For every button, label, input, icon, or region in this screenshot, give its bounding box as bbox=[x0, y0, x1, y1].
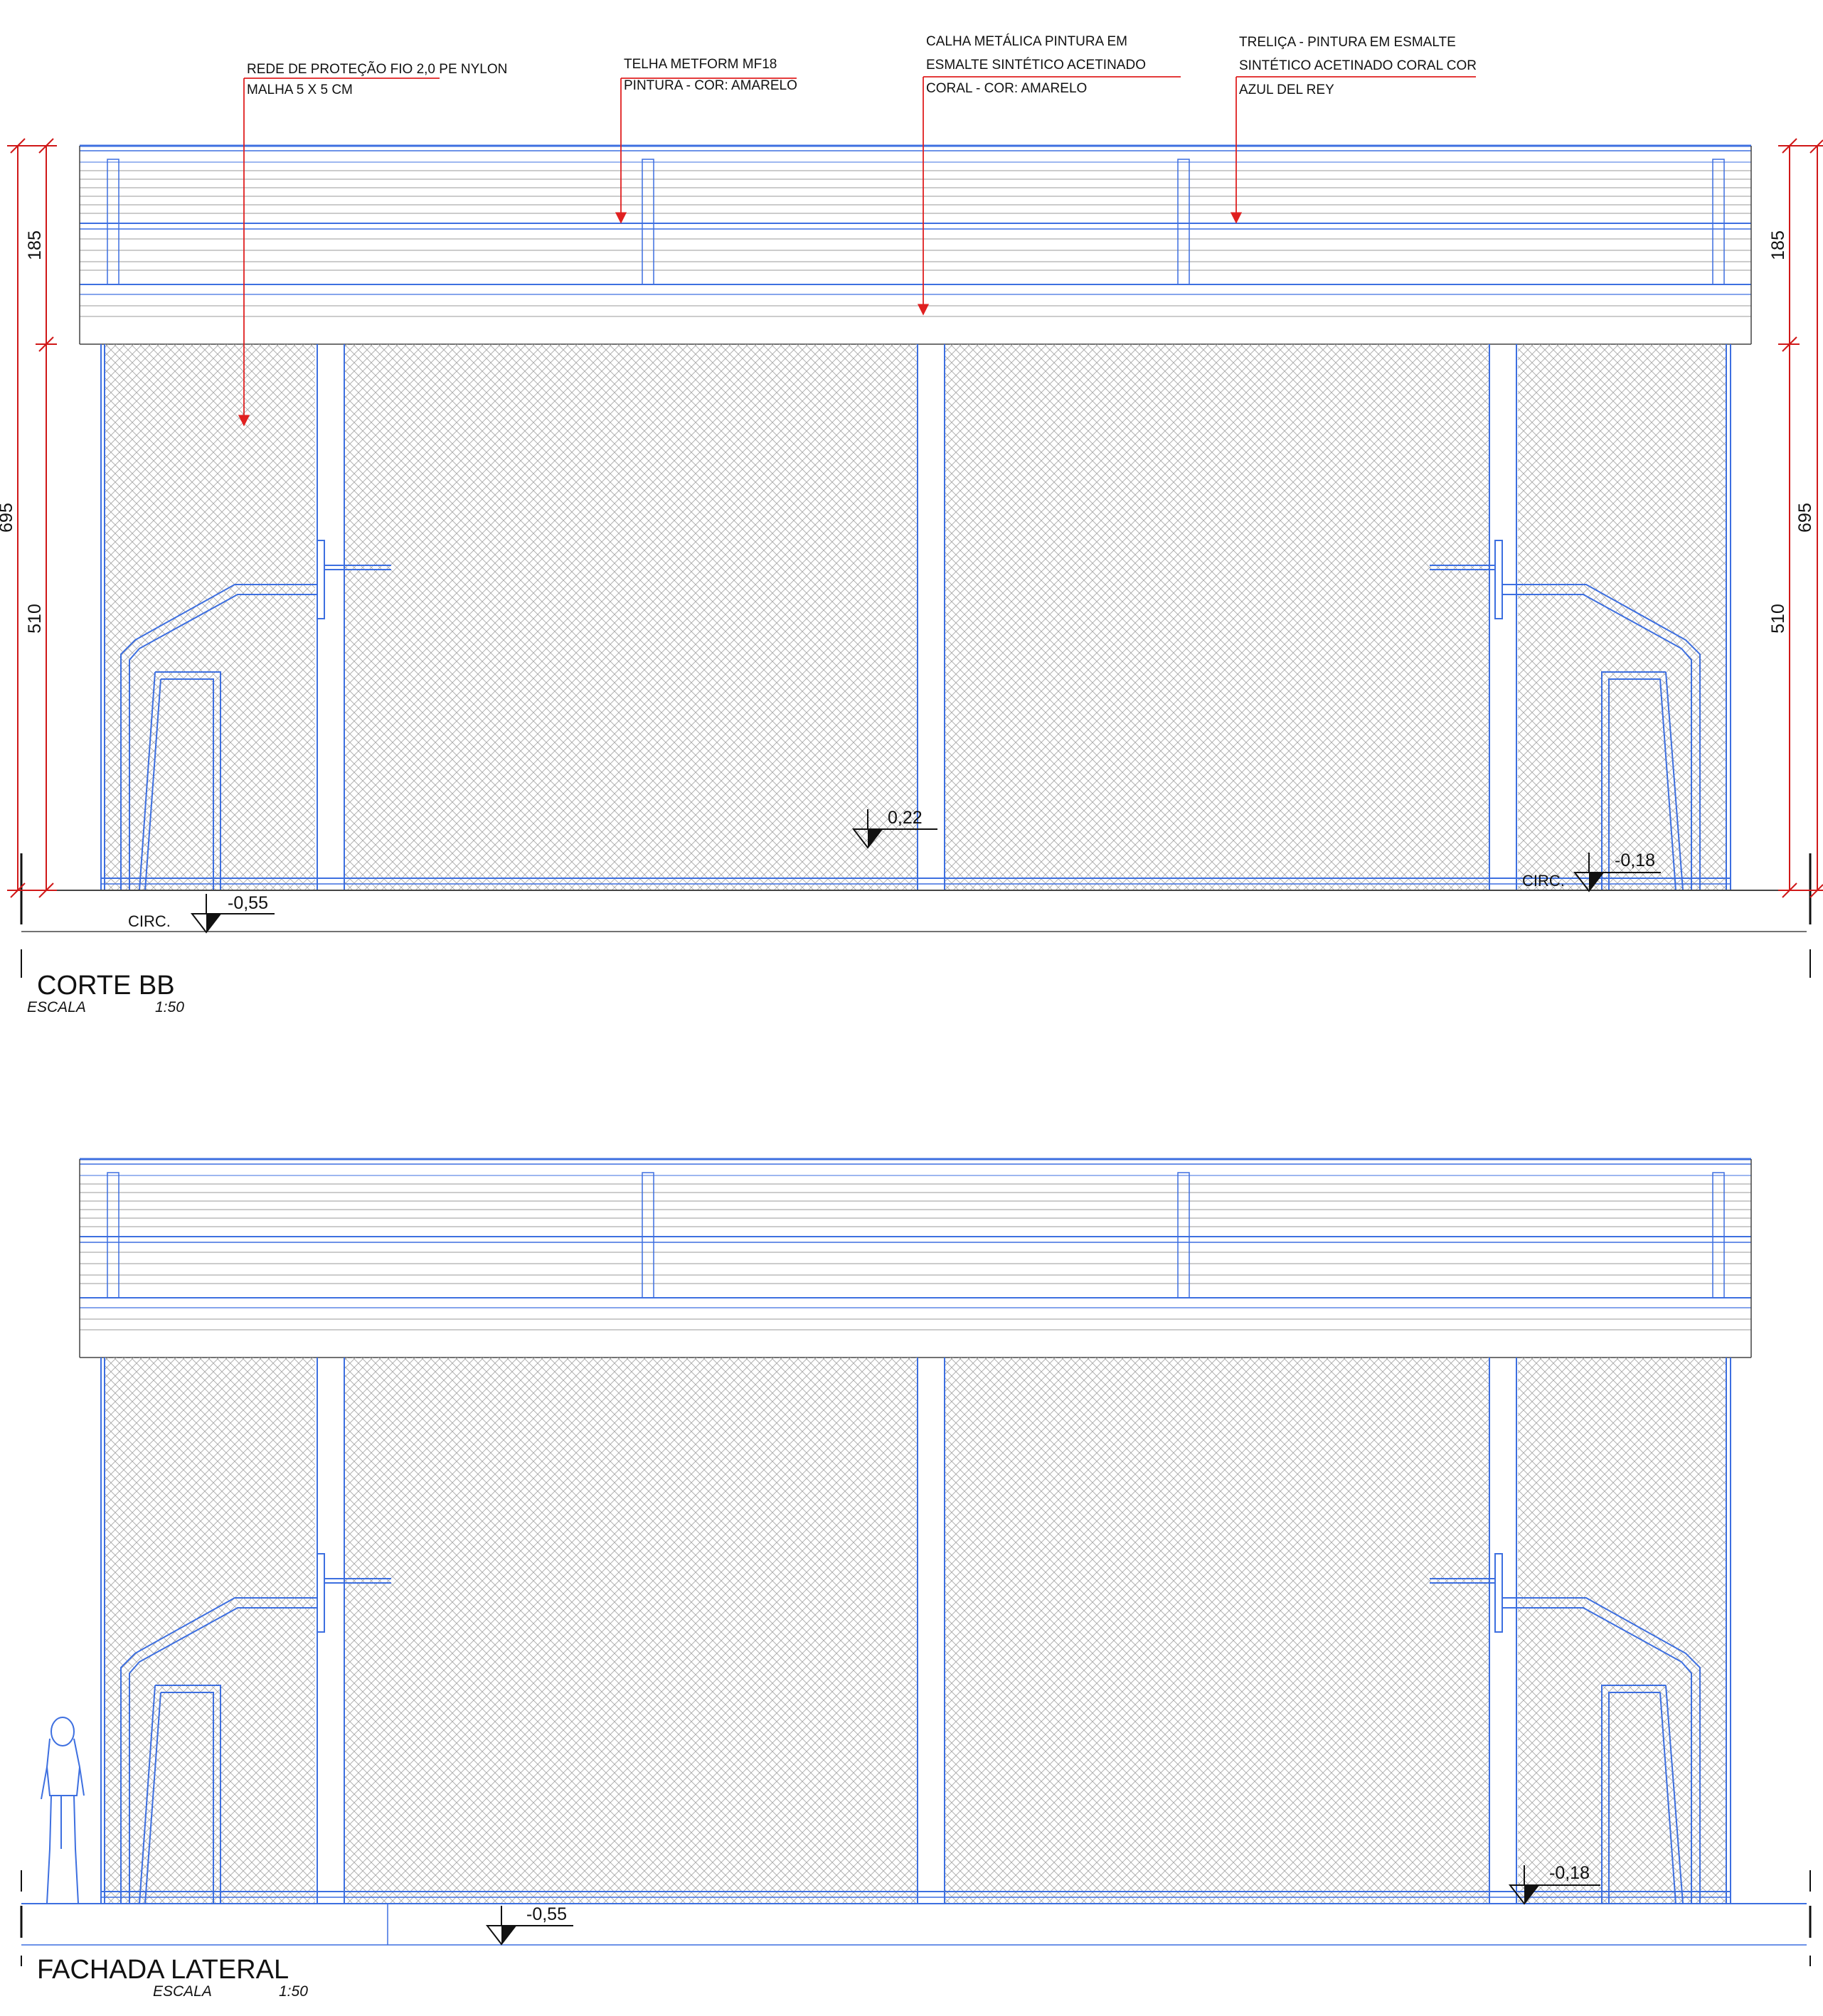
basketball-goal-left bbox=[120, 540, 391, 891]
level-marker-elev-right bbox=[1509, 1865, 1600, 1904]
note-trelica-1: TRELIÇA - PINTURA EM ESMALTE bbox=[1239, 35, 1456, 50]
dim-185-right: 185 bbox=[1768, 230, 1788, 260]
roof-band-elevation bbox=[79, 1158, 1752, 1358]
level-marker-center bbox=[853, 809, 937, 848]
level-elev-right-value: -0,18 bbox=[1549, 1863, 1590, 1883]
protection-net-elevation bbox=[105, 1358, 1726, 1904]
human-figure-icon bbox=[41, 1717, 85, 1904]
scale-label-fachada: ESCALA bbox=[153, 1983, 212, 2000]
note-calha-2: ESMALTE SINTÉTICO ACETINADO bbox=[926, 58, 1146, 73]
dim-510-left: 510 bbox=[25, 604, 45, 634]
level-center-value: 0,22 bbox=[888, 808, 923, 828]
basketball-goal-right bbox=[1430, 540, 1701, 891]
level-marker-right bbox=[1574, 852, 1661, 892]
basketball-goal-right-elevation bbox=[1430, 1553, 1701, 1904]
circ-label-left: CIRC. bbox=[128, 912, 171, 930]
view-title-fachada-lateral: FACHADA LATERAL bbox=[37, 1955, 289, 1985]
note-telha-2: PINTURA - COR: AMARELO bbox=[624, 78, 797, 93]
note-calha-3: CORAL - COR: AMARELO bbox=[926, 81, 1087, 96]
ground-line bbox=[20, 853, 1812, 978]
dim-185-left: 185 bbox=[25, 230, 45, 260]
dimension-left bbox=[7, 138, 57, 898]
scale-value-corte: 1:50 bbox=[155, 999, 184, 1015]
dim-510-right: 510 bbox=[1768, 604, 1788, 634]
note-rede-2: MALHA 5 X 5 CM bbox=[247, 82, 353, 97]
basketball-goal-left-elevation bbox=[120, 1553, 391, 1904]
protection-net bbox=[105, 344, 1726, 890]
dim-695-left: 695 bbox=[0, 503, 16, 533]
level-right-value: -0,18 bbox=[1615, 850, 1655, 870]
note-rede-1: REDE DE PROTEÇÃO FIO 2,0 PE NYLON bbox=[247, 61, 507, 77]
annotation-leaders bbox=[238, 76, 1476, 427]
view-title-corte-bb: CORTE BB bbox=[37, 971, 175, 1001]
scale-value-fachada: 1:50 bbox=[279, 1983, 308, 2000]
ground-line-elevation bbox=[20, 1870, 1812, 1966]
note-calha-1: CALHA METÁLICA PINTURA EM bbox=[926, 34, 1127, 49]
level-marker-elev-left bbox=[487, 1905, 573, 1945]
level-marker-left bbox=[191, 893, 275, 933]
roof-band bbox=[79, 144, 1752, 345]
section-view-corte-bb: 185 510 695 185 510 695 REDE DE PROTEÇÃO… bbox=[0, 34, 1823, 1015]
elevation-view-fachada-lateral: -0,55 -0,18 FACHADA LATERAL ESCALA 1:50 bbox=[20, 1158, 1812, 2000]
note-telha-1: TELHA METFORM MF18 bbox=[624, 57, 777, 72]
dimension-right bbox=[1778, 138, 1823, 898]
scale-label-corte: ESCALA bbox=[27, 999, 86, 1015]
circ-label-right: CIRC. bbox=[1522, 872, 1565, 890]
note-trelica-2: SINTÉTICO ACETINADO CORAL COR bbox=[1239, 58, 1477, 73]
columns-elevation bbox=[100, 1358, 1731, 1904]
note-trelica-3: AZUL DEL REY bbox=[1239, 82, 1334, 97]
level-left-value: -0,55 bbox=[228, 893, 268, 913]
dim-695-right: 695 bbox=[1795, 503, 1815, 533]
level-elev-left-value: -0,55 bbox=[526, 1904, 567, 1924]
